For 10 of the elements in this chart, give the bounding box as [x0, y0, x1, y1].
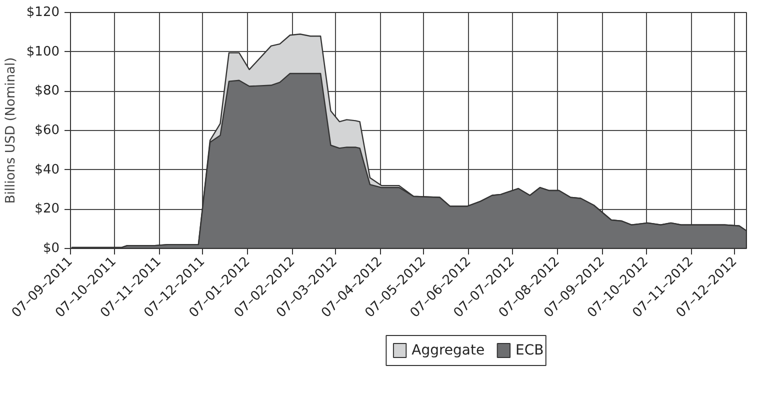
y-tick-label: $40 — [34, 162, 60, 178]
y-tick-label: $80 — [34, 84, 60, 99]
legend-label: ECB — [515, 342, 544, 358]
y-tick-label: $120 — [26, 5, 60, 20]
y-tick-label: $0 — [42, 241, 60, 256]
y-axis-title: Billions USD (Nominal) — [3, 57, 18, 204]
y-tick-label: $60 — [34, 123, 60, 138]
y-tick-label: $100 — [26, 44, 60, 60]
legend-label: Aggregate — [412, 342, 485, 358]
y-tick-label: $20 — [34, 202, 60, 217]
